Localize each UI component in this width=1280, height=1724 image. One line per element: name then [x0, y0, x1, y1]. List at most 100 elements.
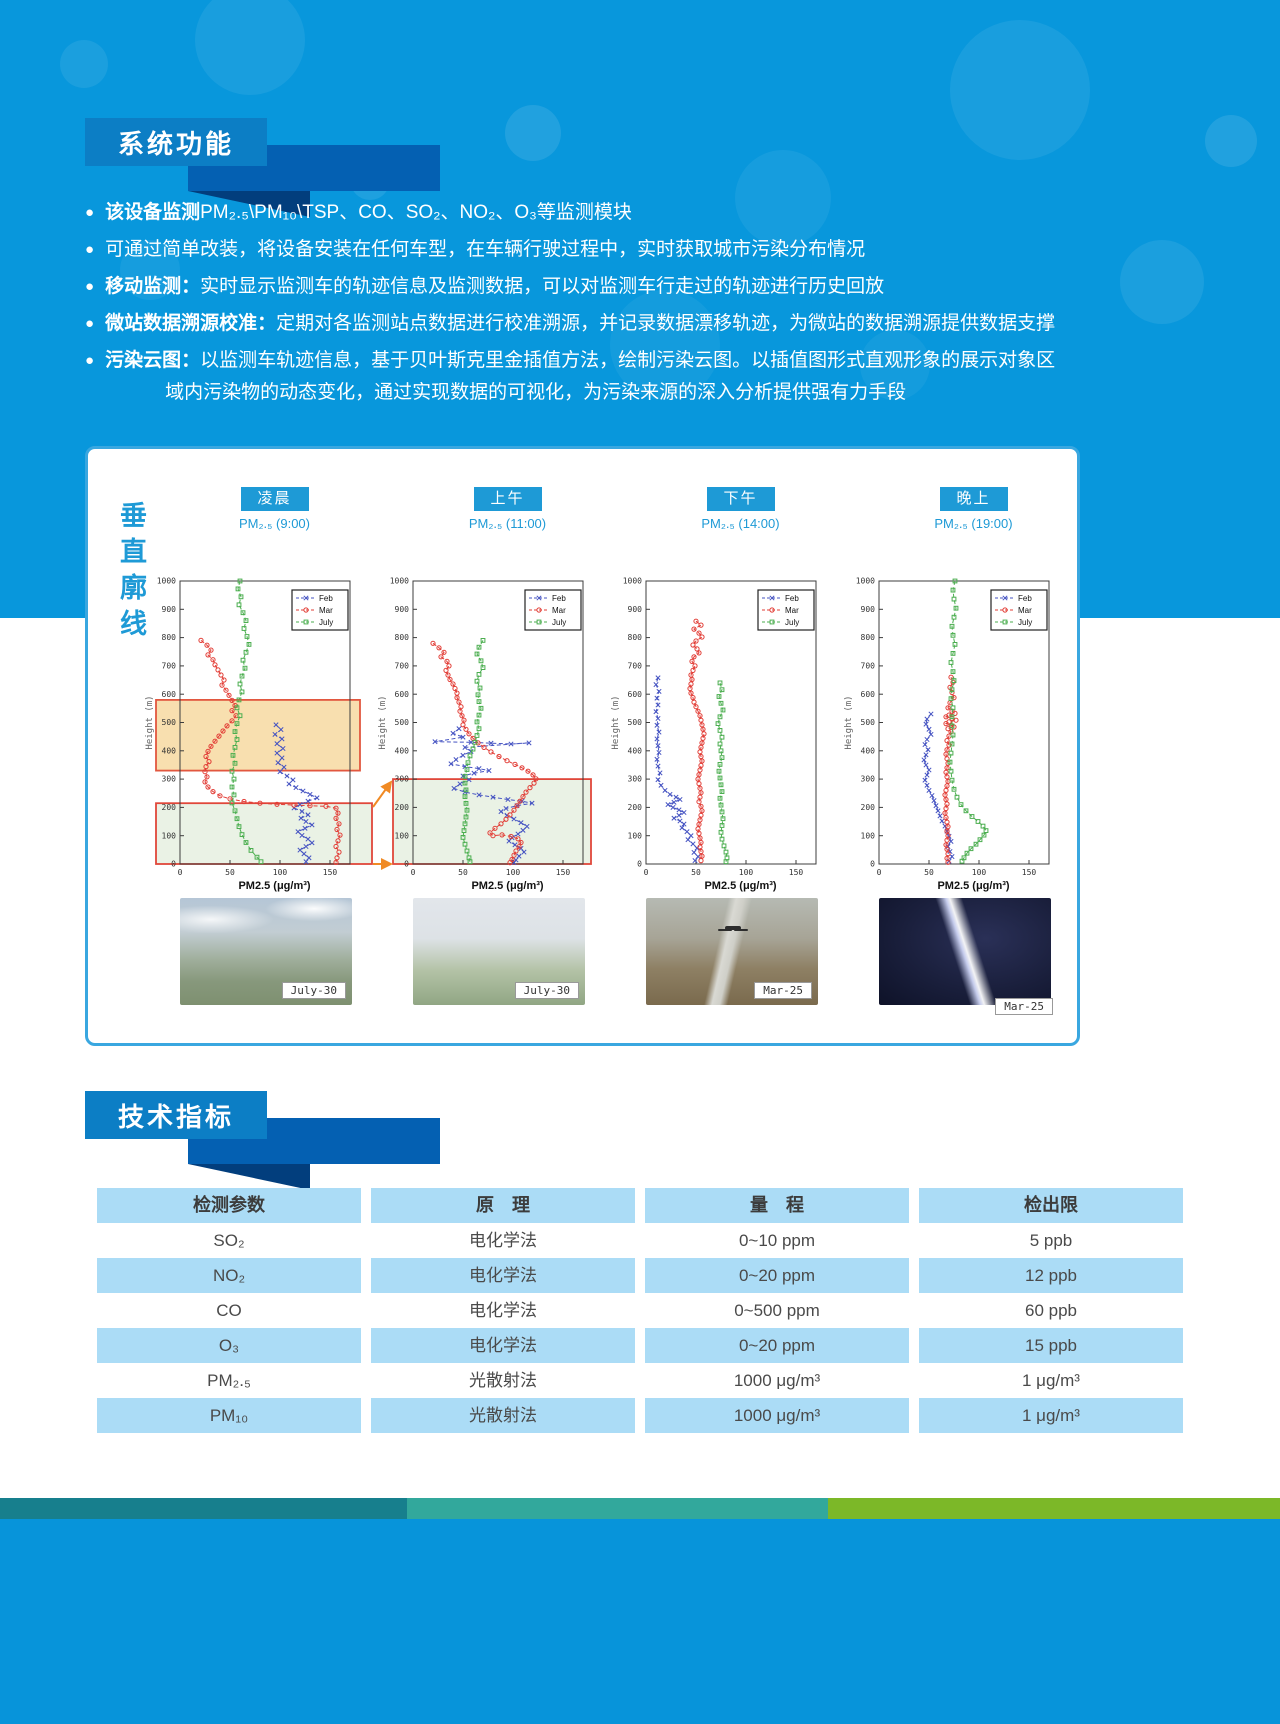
decor-circle	[735, 150, 831, 246]
profile-chart: 上午 PM₂.₅ (11:00) 0 100 200 300 400 500 600 700 800…	[377, 487, 610, 896]
table-cell: SO₂	[213, 1231, 245, 1250]
svg-text:Height (m): Height (m)	[145, 695, 155, 749]
table-cell: 15 ppb	[919, 1328, 1183, 1363]
table-cell: PM₁₀	[97, 1398, 361, 1433]
svg-text:700: 700	[162, 662, 177, 671]
svg-text:400: 400	[628, 746, 643, 755]
table-cell: 0~10 ppm	[738, 1231, 816, 1250]
svg-text:500: 500	[628, 718, 643, 727]
svg-text:Feb: Feb	[552, 594, 566, 603]
svg-text:100: 100	[628, 831, 643, 840]
feature-text-line2: 域内污染物的动态变化，通过实现数据的可视化，为污染来源的深入分析提供强有力手段	[165, 382, 907, 403]
chart-plot: 0 100 200 300 400 500 600 700 800 900 1000 0 50 100 15…	[378, 577, 592, 877]
decor-circle	[610, 290, 720, 400]
svg-text:0: 0	[644, 868, 649, 877]
svg-text:0: 0	[870, 860, 875, 869]
table-cell: CO	[216, 1301, 242, 1320]
svg-text:Mar: Mar	[319, 606, 333, 615]
feature-item: ● 该设备监测PM₂.₅\PM₁₀\TSP、CO、SO₂、NO₂、O₃等监测模块	[85, 200, 1130, 225]
chart-time-badge: 上午	[473, 487, 542, 511]
table-cell: 光散射法	[371, 1398, 635, 1433]
svg-text:July: July	[319, 618, 333, 627]
svg-text:200: 200	[395, 803, 410, 812]
feature-label: 污染云图：	[105, 350, 201, 371]
table-cell: O₃	[97, 1328, 361, 1363]
svg-text:600: 600	[395, 690, 410, 699]
svg-text:1000: 1000	[623, 577, 642, 586]
photo-caption: July-30	[514, 982, 579, 999]
feature-item: ● 可通过简单改装，将设备安装在任何车型，在车辆行驶过程中，实时获取城市污染分布情…	[85, 237, 1130, 262]
svg-text:50: 50	[225, 868, 235, 877]
chart-x-axis-label: PM2.5 (μg/m³)	[937, 880, 1010, 892]
aerial-photo: July-30	[180, 898, 352, 1005]
svg-text:Height (m): Height (m)	[844, 695, 854, 749]
svg-text:Height (m): Height (m)	[378, 695, 388, 749]
feature-text: 污染云图：以监测车轨迹信息，基于贝叶斯克里金插值方法，绘制污染云图。以插值图形式…	[105, 350, 1056, 403]
svg-text:150: 150	[556, 868, 571, 877]
decor-circle	[950, 20, 1090, 160]
svg-text:600: 600	[861, 690, 876, 699]
svg-text:700: 700	[395, 662, 410, 671]
chart-x-axis-label: PM2.5 (μg/m³)	[704, 880, 777, 892]
vertical-profile-panel: 垂直廓线 凌晨 PM₂.₅ (9:00) 0 100 200 300 400 500 600 70…	[85, 446, 1080, 1046]
table-header-cell: 检出限	[919, 1188, 1183, 1223]
profile-chart: 下午 PM₂.₅ (14:00) 0 100 200 300 400 500 600 700 800…	[610, 487, 843, 896]
svg-text:150: 150	[1022, 868, 1037, 877]
photo-cell: July-30	[144, 898, 377, 1008]
bullet-icon: ●	[85, 315, 95, 332]
profile-chart: 晚上 PM₂.₅ (19:00) 0 100 200 300 400 500 600 700 800…	[843, 487, 1076, 896]
svg-text:Mar: Mar	[785, 606, 799, 615]
table-cell: 1000 μg/m³	[733, 1371, 821, 1390]
table-cell: 1000 μg/m³	[645, 1398, 909, 1433]
photo-cell: Mar-25	[610, 898, 843, 1008]
svg-text:July: July	[552, 618, 566, 627]
chart-x-axis-label: PM2.5 (μg/m³)	[471, 880, 544, 892]
decor-circle	[120, 240, 180, 300]
photos-row: July-30 July-30 Mar-25 Mar-25	[144, 898, 1076, 1015]
svg-text:Feb: Feb	[319, 594, 333, 603]
footer-blue-background	[0, 1519, 1280, 1724]
svg-text:50: 50	[691, 868, 701, 877]
svg-text:100: 100	[739, 868, 754, 877]
svg-text:1000: 1000	[157, 577, 176, 586]
chart-plot: 0 100 200 300 400 500 600 700 800 900 1000 0 50 100 15…	[611, 577, 817, 877]
svg-text:700: 700	[628, 662, 643, 671]
svg-text:100: 100	[162, 831, 177, 840]
table-cell: PM₂.₅	[207, 1371, 251, 1390]
feature-text: 移动监测：实时显示监测车的轨迹信息及监测数据，可以对监测车行走过的轨迹进行历史回…	[105, 276, 885, 297]
svg-text:Mar: Mar	[552, 606, 566, 615]
spec-table: 检测参数原 理量 程检出限 SO₂ 电化学法 0~10 ppm 5 ppb NO₂ 电化学法…	[97, 1188, 1183, 1433]
svg-text:0: 0	[411, 868, 416, 877]
footer-stripes	[0, 1498, 1280, 1519]
svg-text:0: 0	[171, 860, 176, 869]
chart-subtitle: PM₂.₅ (11:00)	[468, 516, 547, 531]
table-header-cell: 检测参数	[97, 1188, 361, 1223]
table-cell: 1 μg/m³	[1022, 1371, 1080, 1390]
table-cell: NO₂	[97, 1258, 361, 1293]
svg-text:800: 800	[162, 633, 177, 642]
bullet-icon: ●	[85, 241, 95, 258]
svg-text:500: 500	[861, 718, 876, 727]
table-cell: 12 ppb	[919, 1258, 1183, 1293]
photo-caption: Mar-25	[995, 998, 1053, 1015]
svg-text:900: 900	[861, 605, 876, 614]
svg-text:700: 700	[861, 662, 876, 671]
charts-row: 凌晨 PM₂.₅ (9:00) 0 100 200 300 400 500 600 700 800 9…	[144, 487, 1076, 896]
decor-circle	[195, 0, 305, 95]
aerial-photo: July-30	[413, 898, 585, 1005]
svg-text:Feb: Feb	[785, 594, 799, 603]
svg-text:300: 300	[628, 775, 643, 784]
svg-text:July: July	[1018, 618, 1032, 627]
photo-caption: Mar-25	[754, 982, 812, 999]
feature-text: 可通过简单改装，将设备安装在任何车型，在车辆行驶过程中，实时获取城市污染分布情况	[105, 239, 866, 260]
svg-text:900: 900	[395, 605, 410, 614]
svg-text:400: 400	[162, 746, 177, 755]
svg-text:200: 200	[628, 803, 643, 812]
table-cell: 60 ppb	[1025, 1301, 1077, 1320]
svg-text:150: 150	[789, 868, 804, 877]
aerial-photo: Mar-25	[646, 898, 818, 1005]
svg-text:200: 200	[861, 803, 876, 812]
svg-text:600: 600	[162, 690, 177, 699]
svg-text:100: 100	[972, 868, 987, 877]
chart-plot: 0 100 200 300 400 500 600 700 800 900 1000 0 50 100 15…	[145, 577, 373, 877]
